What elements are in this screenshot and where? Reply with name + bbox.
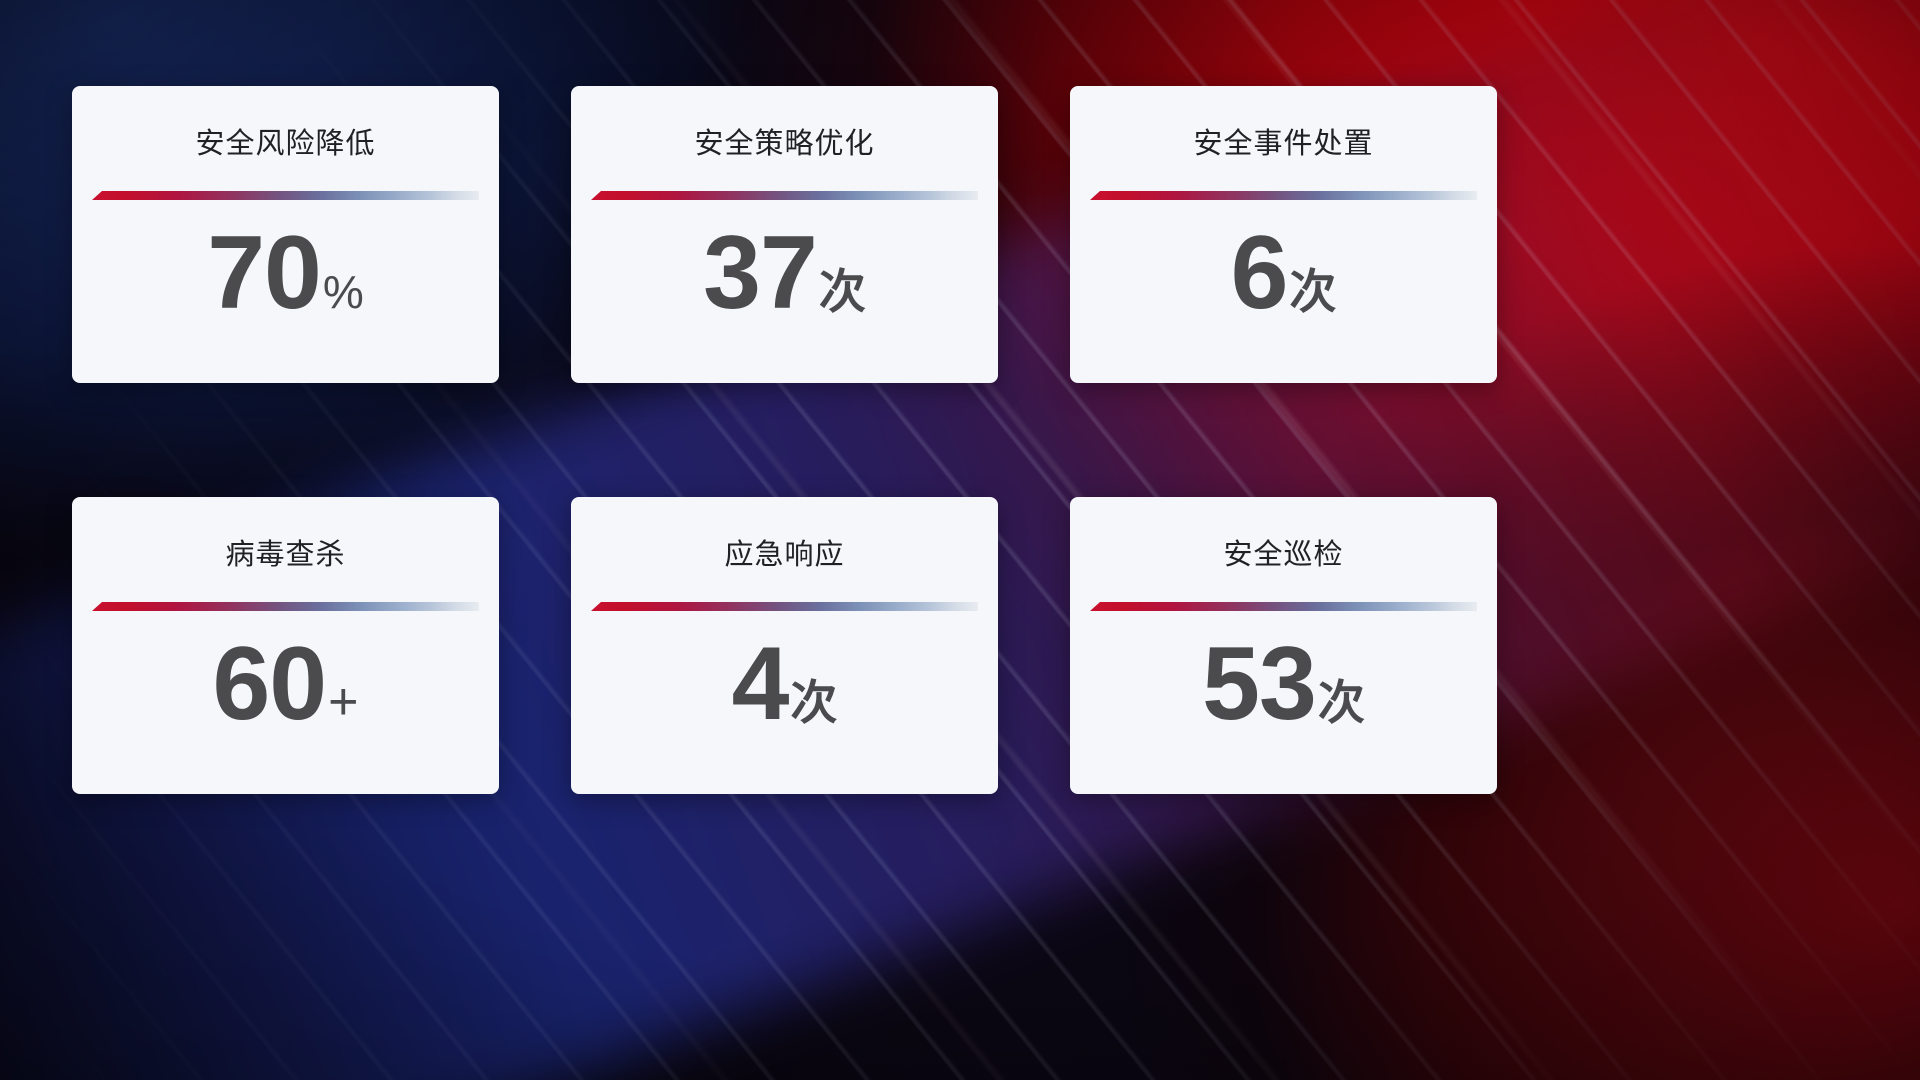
metric-card[interactable]: 安全风险降低 70 %	[72, 86, 499, 383]
metric-card[interactable]: 应急响应 4 次	[571, 497, 998, 794]
metric-unit: %	[322, 266, 364, 318]
metric-title: 安全事件处置	[1193, 128, 1374, 160]
metric-unit: 次	[1289, 265, 1337, 318]
metric-number: 4	[731, 626, 790, 742]
metric-number: 60	[212, 626, 327, 742]
metric-title: 应急响应	[724, 539, 845, 571]
metric-unit: +	[328, 673, 359, 731]
metric-number: 53	[1202, 626, 1317, 742]
metric-divider	[1090, 602, 1477, 611]
metric-divider	[591, 602, 978, 611]
metric-title: 病毒查杀	[225, 539, 346, 571]
metric-divider	[92, 191, 479, 200]
metric-divider	[1090, 191, 1477, 200]
metric-value: 4 次	[731, 626, 838, 742]
metric-divider	[92, 602, 479, 611]
metric-card[interactable]: 安全事件处置 6 次	[1070, 86, 1497, 383]
metric-title: 安全策略优化	[694, 128, 875, 160]
metric-value: 53 次	[1202, 626, 1365, 742]
metric-card[interactable]: 安全巡检 53 次	[1070, 497, 1497, 794]
metric-unit: 次	[818, 265, 866, 318]
metric-number: 6	[1230, 215, 1289, 331]
metric-value: 37 次	[703, 215, 866, 331]
metric-title: 安全巡检	[1223, 539, 1344, 571]
metric-number: 70	[207, 215, 322, 331]
metric-card-grid: 安全风险降低 70 % 安全策略优化 37 次 安全事件处置 6 次 病毒查	[72, 86, 1497, 794]
metric-unit: 次	[1317, 676, 1365, 729]
metric-value: 6 次	[1230, 215, 1337, 331]
metric-card[interactable]: 病毒查杀 60 +	[72, 497, 499, 794]
metric-title: 安全风险降低	[195, 128, 376, 160]
metric-number: 37	[703, 215, 818, 331]
metric-value: 60 +	[212, 626, 359, 742]
metric-card[interactable]: 安全策略优化 37 次	[571, 86, 998, 383]
metric-divider	[591, 191, 978, 200]
metric-value: 70 %	[207, 215, 364, 331]
metric-unit: 次	[790, 676, 838, 729]
